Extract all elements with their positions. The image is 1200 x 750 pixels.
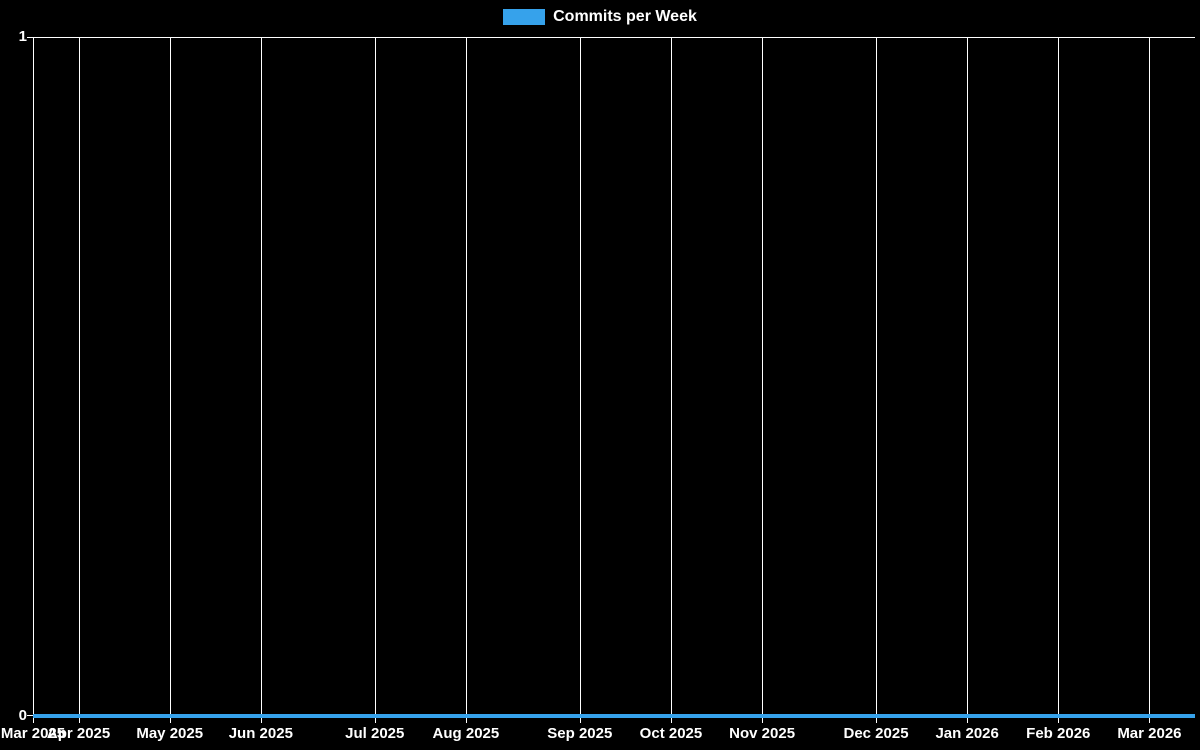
y-axis-tick-label-min: 0 <box>18 707 27 724</box>
x-tick-label: Feb 2026 <box>1026 725 1091 742</box>
x-tick-label: Oct 2025 <box>639 725 703 742</box>
x-tick-label: Apr 2025 <box>46 725 111 742</box>
x-tick-label: Jun 2025 <box>228 725 293 742</box>
x-tick-label: Jan 2026 <box>935 725 999 742</box>
x-gridline <box>762 37 764 723</box>
x-tick-label: Aug 2025 <box>432 725 500 742</box>
x-tick-label: Mar 2026 <box>1117 725 1182 742</box>
chart-legend: Commits per Week <box>0 8 1200 26</box>
x-gridline <box>260 37 262 723</box>
x-gridline <box>1149 37 1151 723</box>
x-gridline <box>374 37 376 723</box>
y-min-tick <box>27 715 33 716</box>
x-tick-label: Nov 2025 <box>729 725 796 742</box>
x-tick-label: May 2025 <box>136 725 204 742</box>
legend-item-commits[interactable]: Commits per Week <box>503 8 697 26</box>
x-gridline <box>78 37 80 723</box>
y-axis-tick-label-max: 1 <box>18 28 27 45</box>
legend-swatch <box>503 9 546 25</box>
x-gridline <box>1058 37 1060 723</box>
x-tick-label: Dec 2025 <box>843 725 909 742</box>
commits-series-line <box>33 37 1195 718</box>
x-gridline <box>579 37 581 723</box>
x-tick-label: Mar 2025 <box>0 725 66 742</box>
x-tick-label: Jul 2025 <box>345 725 405 742</box>
x-gridline <box>670 37 672 723</box>
legend-label: Commits per Week <box>553 8 697 25</box>
x-gridline <box>967 37 969 723</box>
y-max-gridline <box>27 37 1195 38</box>
plot-area <box>27 37 1195 723</box>
x-tick-label: Sep 2025 <box>547 725 613 742</box>
x-gridline <box>33 37 34 723</box>
x-gridline <box>169 37 171 723</box>
x-axis-labels: Mar 2025 Apr 2025 May 2025 Jun 2025 Jul 2025… <box>1 725 1195 746</box>
x-gridline <box>876 37 878 723</box>
x-gridline <box>465 37 467 723</box>
